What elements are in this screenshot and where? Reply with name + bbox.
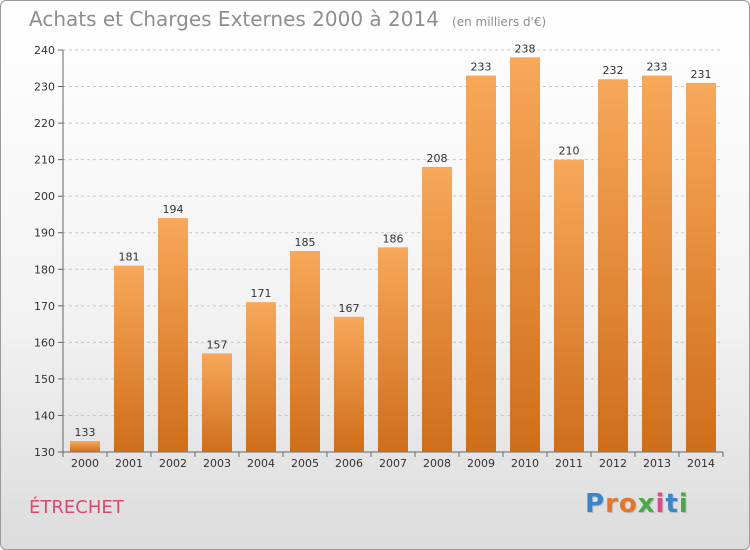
y-tick-label: 150 (34, 373, 55, 386)
data-label-2009: 233 (471, 61, 492, 74)
data-label-2012: 232 (603, 64, 624, 77)
bars (70, 57, 716, 453)
data-label-2011: 210 (559, 145, 580, 158)
x-tick-label: 2003 (203, 457, 231, 470)
y-tick-label: 230 (34, 81, 55, 94)
y-tick-label: 160 (34, 336, 55, 349)
bar-2011 (554, 159, 584, 453)
data-label-2000: 133 (75, 426, 96, 439)
logo-letter: o (618, 489, 638, 519)
x-tick-label: 2009 (467, 457, 495, 470)
data-label-2004: 171 (251, 287, 272, 300)
x-tick-label: 2002 (159, 457, 187, 470)
bar-2008 (422, 166, 452, 453)
logo-letter: x (637, 489, 656, 519)
bar-2006 (334, 316, 364, 452)
x-tick-label: 2004 (247, 457, 275, 470)
data-label-2006: 167 (339, 302, 360, 315)
x-tick-label: 2011 (555, 457, 583, 470)
logo-letter: i (678, 489, 689, 519)
x-tick-label: 2012 (599, 457, 627, 470)
data-labels: 133 181 194 157 171 185 167 186 208 233 238 210 232 2… (75, 42, 712, 439)
bar-2010 (510, 57, 540, 453)
x-tick-label: 2005 (291, 457, 319, 470)
bar-2013 (642, 75, 672, 452)
data-label-2008: 208 (427, 152, 448, 165)
data-label-2014: 231 (691, 68, 712, 81)
logo-letter: t (665, 489, 679, 519)
data-label-2007: 186 (383, 232, 404, 245)
y-tick-label: 130 (34, 446, 55, 459)
bar-2000 (70, 441, 100, 452)
chart-subtitle: (en milliers d'€) (452, 15, 547, 29)
bar-2007 (378, 247, 408, 452)
bar-2003 (202, 353, 232, 452)
logo-letter: P (585, 489, 606, 519)
y-tick-label: 190 (34, 227, 55, 240)
bar-2004 (246, 302, 276, 452)
bar-2001 (114, 265, 144, 452)
x-tick-label: 2000 (71, 457, 99, 470)
y-tick-label: 220 (34, 117, 55, 130)
x-tick-label: 2014 (687, 457, 715, 470)
x-tick-label: 2008 (423, 457, 451, 470)
data-label-2010: 238 (515, 42, 536, 55)
logo-letter: r (605, 489, 619, 519)
x-tick-label: 2013 (643, 457, 671, 470)
commune-name: ÉTRECHET (29, 497, 124, 518)
x-tick-label: 2001 (115, 457, 143, 470)
bar-2002 (158, 218, 188, 452)
y-tick-label: 140 (34, 409, 55, 422)
x-tick-label: 2007 (379, 457, 407, 470)
data-label-2005: 185 (295, 236, 316, 249)
bar-2012 (598, 79, 628, 453)
y-tick-label: 180 (34, 263, 55, 276)
data-label-2013: 233 (647, 61, 668, 74)
x-tick-label: 2010 (511, 457, 539, 470)
y-tick-label: 210 (34, 154, 55, 167)
y-tick-label: 170 (34, 300, 55, 313)
x-tick-label: 2006 (335, 457, 363, 470)
chart-title: Achats et Charges Externes 2000 à 2014 (29, 7, 439, 31)
bar-2014 (686, 82, 716, 453)
y-tick-label: 200 (34, 190, 55, 203)
bar-2005 (290, 251, 320, 452)
data-label-2003: 157 (207, 338, 228, 351)
proxiti-logo[interactable]: Proxiti (585, 489, 689, 519)
logo-letter: i (655, 489, 666, 519)
data-label-2001: 181 (119, 251, 140, 264)
data-label-2002: 194 (163, 203, 184, 216)
bar-2009 (466, 75, 496, 452)
y-tick-label: 240 (34, 44, 55, 57)
title-block: Achats et Charges Externes 2000 à 2014 (… (29, 7, 546, 31)
